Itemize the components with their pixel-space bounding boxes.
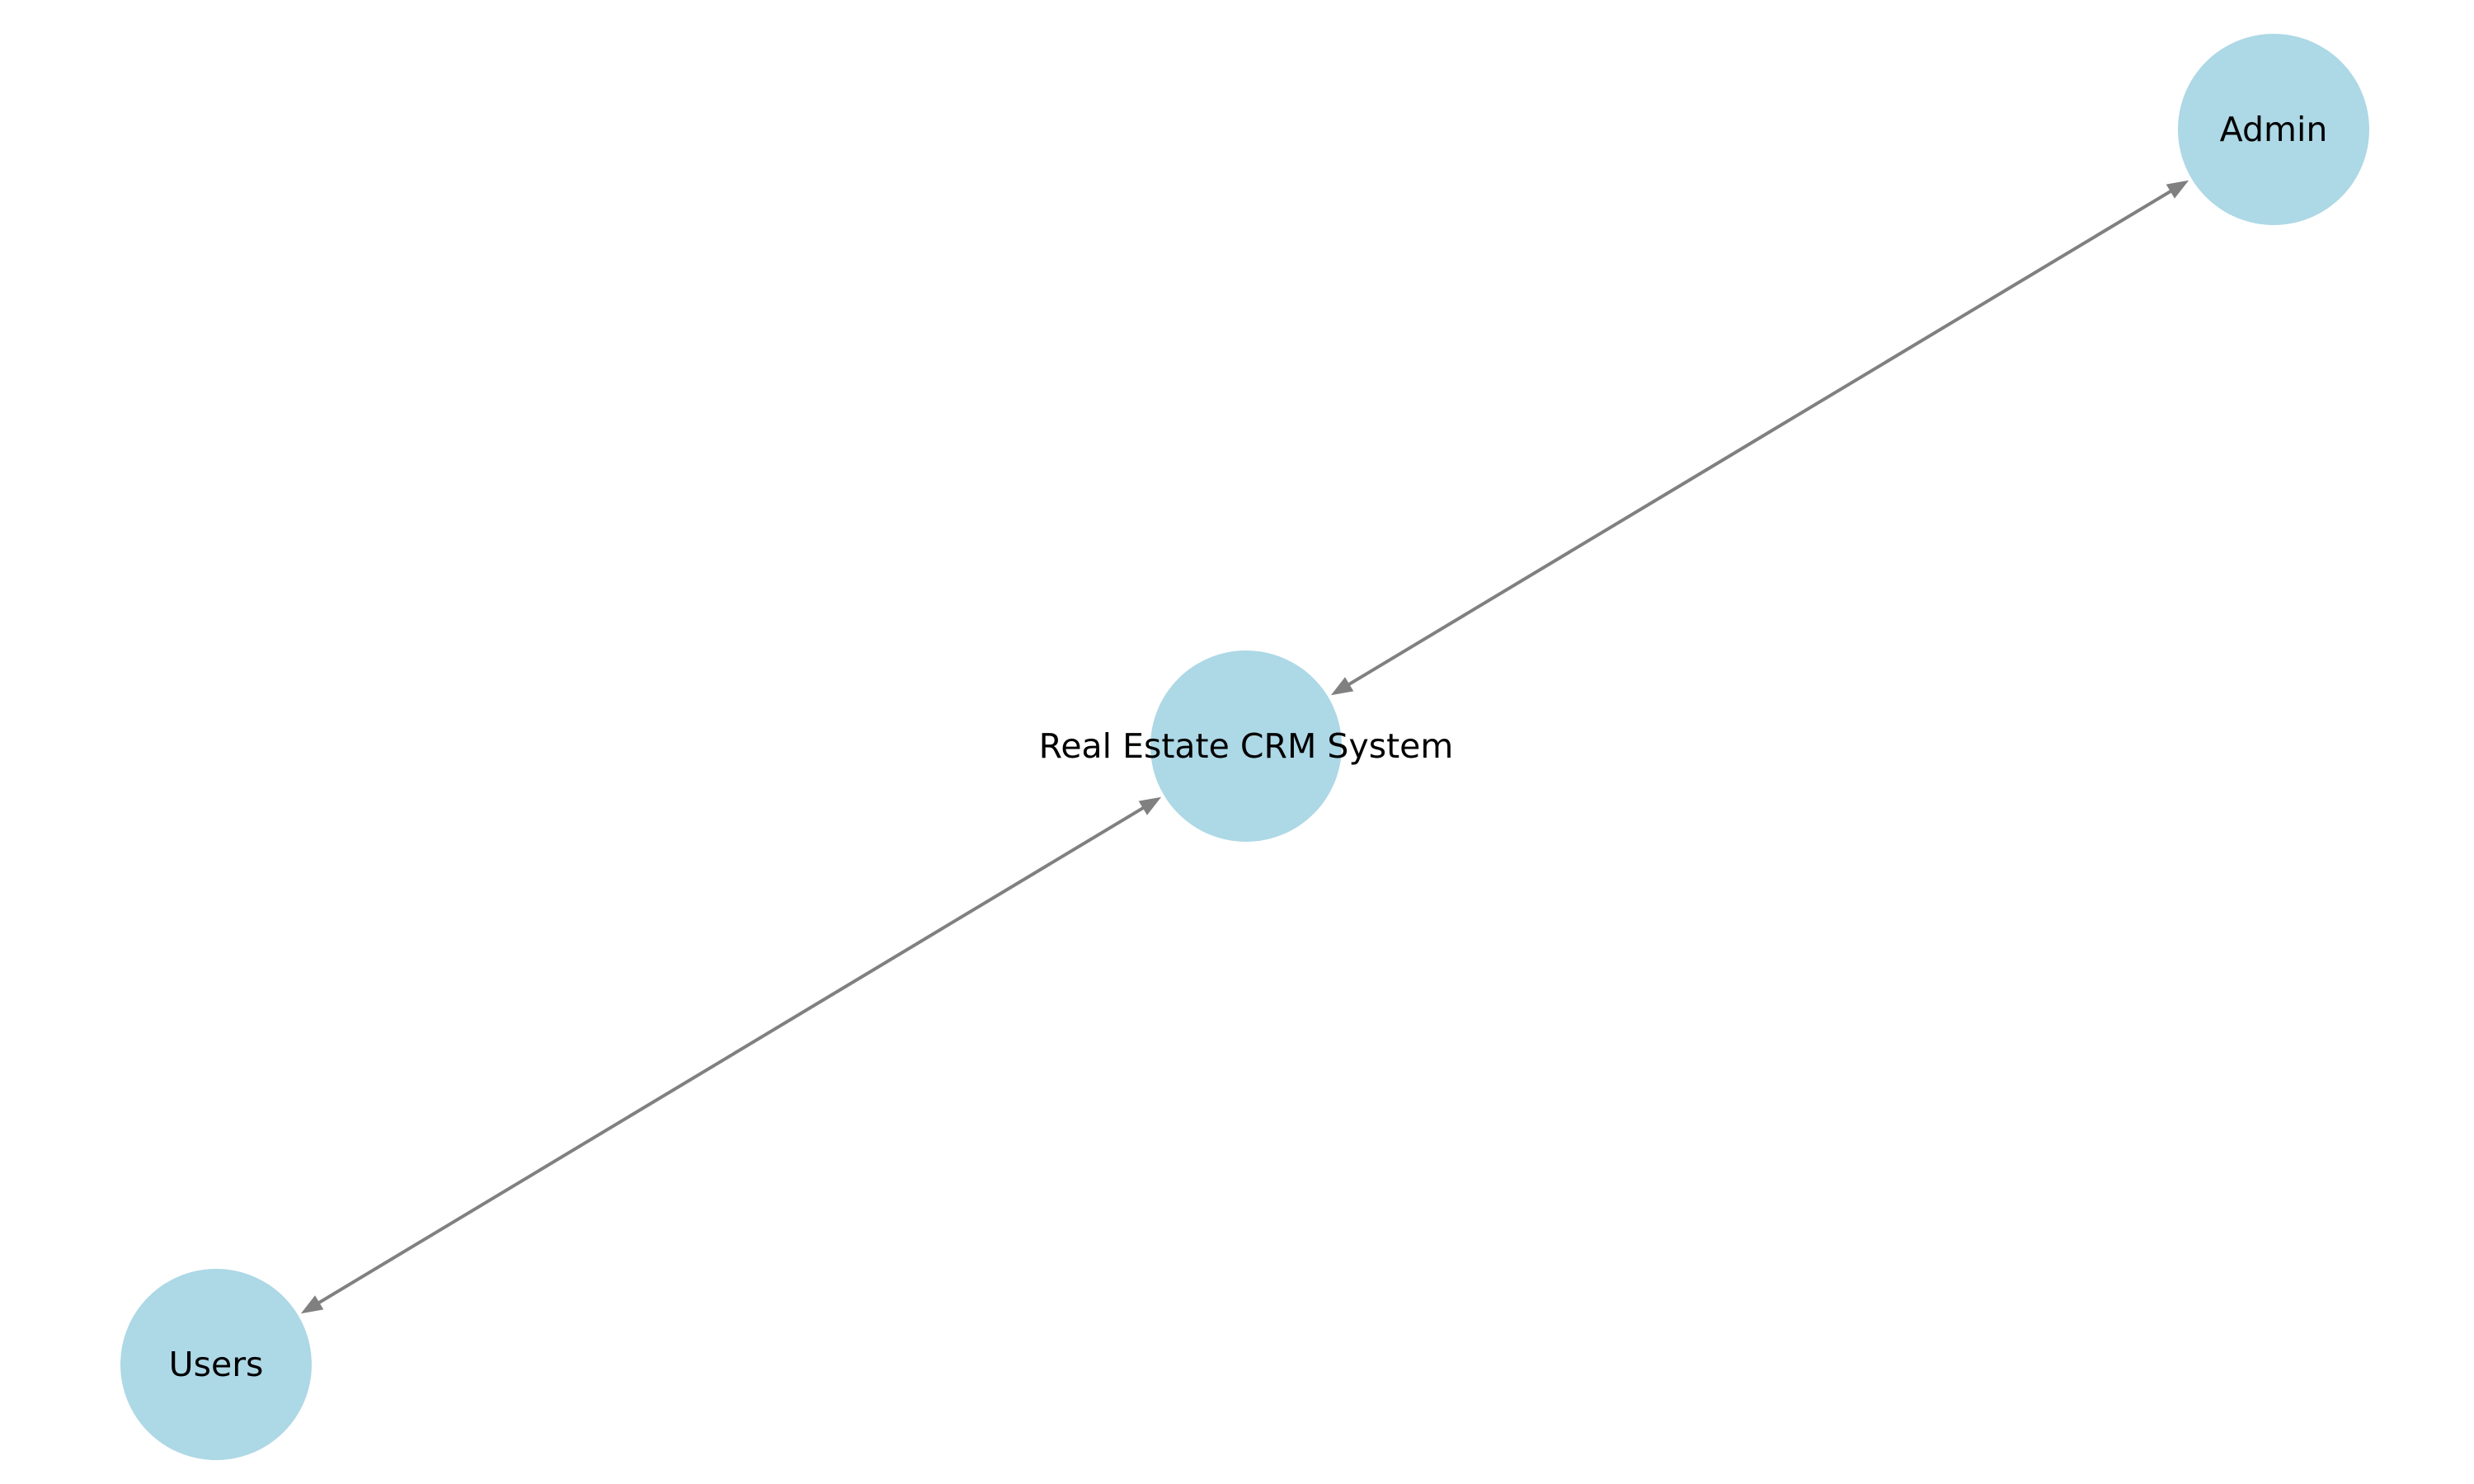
arrowhead-to-system xyxy=(1139,797,1161,815)
node-real-estate-crm-system[interactable]: Real Estate CRM System xyxy=(1039,650,1454,842)
arrowhead-to-admin xyxy=(2166,181,2189,199)
arrowhead-to-users xyxy=(301,1295,323,1313)
node-admin[interactable]: Admin xyxy=(2178,34,2369,225)
edge-admin-system[interactable] xyxy=(1331,181,2189,695)
node-label-admin: Admin xyxy=(2220,110,2328,149)
node-users[interactable]: Users xyxy=(120,1269,312,1460)
nodes-layer: Real Estate CRM System Admin Users xyxy=(120,34,2369,1460)
node-label-users: Users xyxy=(169,1345,264,1384)
edge-system-users[interactable] xyxy=(301,797,1161,1313)
edge-line-system-users xyxy=(312,804,1150,1307)
edge-line-admin-system xyxy=(1342,187,2177,688)
arrowhead-to-system xyxy=(1331,677,1353,695)
node-label-system: Real Estate CRM System xyxy=(1039,726,1454,766)
